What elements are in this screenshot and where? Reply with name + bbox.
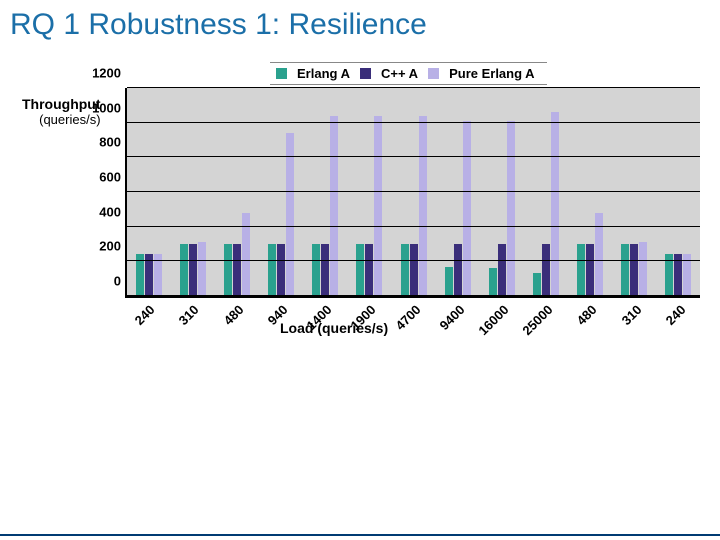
x-tick-label: 4700 xyxy=(392,302,423,333)
bar-group xyxy=(480,88,524,296)
bar-group xyxy=(524,88,568,296)
y-tick-label: 600 xyxy=(99,170,121,185)
y-tick-label: 200 xyxy=(99,239,121,254)
y-axis-label: Throughput (queries/s) xyxy=(22,96,101,127)
bar-group xyxy=(656,88,700,296)
bar xyxy=(489,268,497,296)
bar-group xyxy=(568,88,612,296)
legend-label-pure-erlang: Pure Erlang A xyxy=(449,66,534,81)
bar xyxy=(639,242,647,296)
bar-group xyxy=(436,88,480,296)
plot-area: 020040060080010001200 xyxy=(125,88,700,298)
bar-groups xyxy=(127,88,700,296)
x-tick-label: 310 xyxy=(176,302,202,328)
gridline xyxy=(127,191,700,192)
gridline xyxy=(127,122,700,123)
bar-group xyxy=(171,88,215,296)
legend-swatch-erlang xyxy=(276,68,287,79)
x-tick-label: 25000 xyxy=(520,302,556,338)
y-tick-label: 800 xyxy=(99,135,121,150)
legend-swatch-cpp xyxy=(360,68,371,79)
bar xyxy=(551,112,559,296)
gridline xyxy=(127,226,700,227)
bar xyxy=(356,244,364,296)
bar xyxy=(507,121,515,296)
legend-swatch-pure-erlang xyxy=(428,68,439,79)
y-axis-label-line1: Throughput xyxy=(22,96,101,112)
y-tick-label: 1000 xyxy=(92,100,121,115)
bar xyxy=(312,244,320,296)
slide-title: RQ 1 Robustness 1: Resilience xyxy=(10,8,427,42)
bar-group xyxy=(391,88,435,296)
bar xyxy=(445,267,453,296)
footer-divider xyxy=(0,534,720,536)
bar xyxy=(365,244,373,296)
gridline xyxy=(127,295,700,296)
bar xyxy=(401,244,409,296)
x-tick-label: 9400 xyxy=(436,302,467,333)
bar xyxy=(463,121,471,296)
chart: 020040060080010001200 240310480940140019… xyxy=(125,88,705,348)
bar-group xyxy=(127,88,171,296)
bar xyxy=(180,244,188,296)
x-axis: 2403104809401400190047009400160002500048… xyxy=(125,298,700,348)
x-tick-label: 480 xyxy=(220,302,246,328)
bar xyxy=(410,244,418,296)
bar xyxy=(621,244,629,296)
bar xyxy=(577,244,585,296)
y-axis-label-line2: (queries/s) xyxy=(22,112,101,127)
bar xyxy=(277,244,285,296)
gridline xyxy=(127,87,700,88)
x-tick-label: 240 xyxy=(663,302,689,328)
bar xyxy=(419,116,427,296)
bar-group xyxy=(215,88,259,296)
legend-label-cpp: C++ A xyxy=(381,66,418,81)
bar xyxy=(233,244,241,296)
bar xyxy=(498,244,506,296)
x-tick-label: 240 xyxy=(132,302,158,328)
bar xyxy=(374,116,382,296)
bar xyxy=(586,244,594,296)
bar xyxy=(630,244,638,296)
bar-group xyxy=(259,88,303,296)
bar xyxy=(224,244,232,296)
bar-group xyxy=(303,88,347,296)
legend-label-erlang: Erlang A xyxy=(297,66,350,81)
bar xyxy=(189,244,197,296)
bar xyxy=(533,273,541,296)
x-tick-label: 16000 xyxy=(475,302,511,338)
bar xyxy=(454,244,462,296)
bar xyxy=(330,116,338,296)
gridline xyxy=(127,156,700,157)
x-tick-label: 310 xyxy=(618,302,644,328)
bar xyxy=(542,244,550,296)
bar-group xyxy=(347,88,391,296)
bar-group xyxy=(612,88,656,296)
bar xyxy=(286,133,294,296)
chart-legend: Erlang A C++ A Pure Erlang A xyxy=(270,62,547,85)
y-tick-label: 0 xyxy=(114,274,121,289)
y-tick-label: 400 xyxy=(99,204,121,219)
bar xyxy=(268,244,276,296)
x-tick-label: 480 xyxy=(574,302,600,328)
gridline xyxy=(127,260,700,261)
x-axis-label: Load (queries/s) xyxy=(280,320,388,336)
bar xyxy=(321,244,329,296)
y-tick-label: 1200 xyxy=(92,66,121,81)
bar xyxy=(198,242,206,296)
